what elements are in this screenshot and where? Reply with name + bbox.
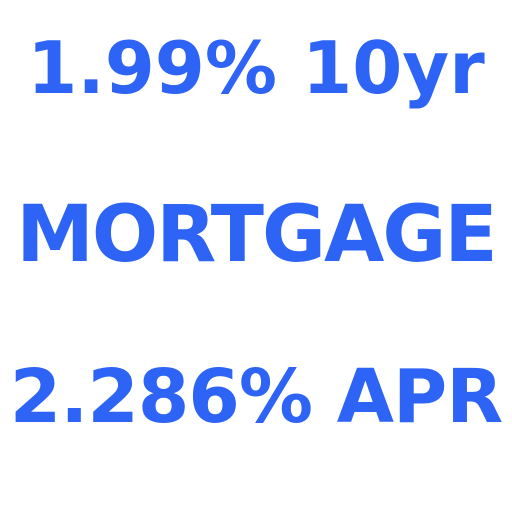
rate-headline: 1.99% 10yr — [27, 26, 485, 110]
apr-headline: 2.286% APR — [9, 354, 503, 440]
product-headline: MORTGAGE — [16, 190, 497, 280]
